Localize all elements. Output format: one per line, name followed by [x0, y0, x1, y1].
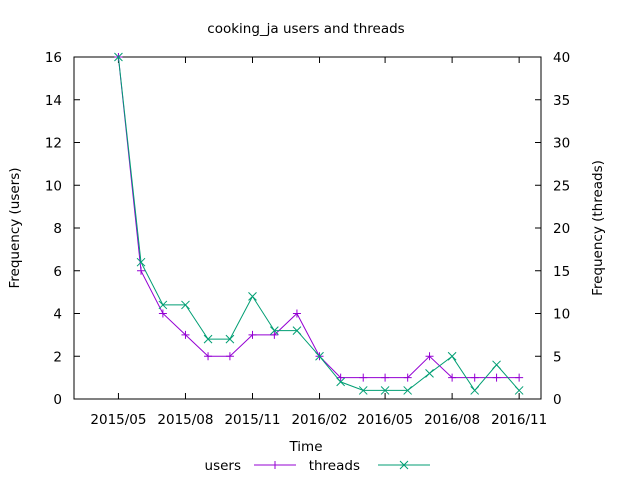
data-point-threads — [225, 334, 235, 344]
y-axis-right: 0 5 10 15 20 25 30 35 40 — [535, 50, 570, 408]
series-layer — [114, 52, 524, 395]
data-point-users — [181, 330, 190, 339]
x-tick-label: 2015/11 — [224, 412, 280, 428]
y2-tick-label: 10 — [553, 307, 570, 323]
x-tick-label: 2016/02 — [291, 412, 347, 428]
plot-border — [73, 56, 542, 400]
data-point-threads — [447, 351, 457, 361]
data-point-threads — [136, 257, 146, 267]
data-point-users — [448, 373, 457, 382]
data-point-users — [470, 373, 479, 382]
data-point-users — [225, 352, 234, 361]
y-tick-label: 4 — [53, 307, 62, 323]
data-point-threads — [492, 360, 501, 370]
y-axis-label: Frequency (users) — [7, 167, 23, 288]
x-axis: 2015/05 2015/08 2015/11 2016/02 2016/05 2016/… — [90, 57, 547, 428]
data-point-threads — [336, 377, 346, 387]
series-users — [114, 53, 524, 382]
y2-tick-label: 0 — [553, 392, 562, 408]
x-tick-label: 2015/05 — [90, 412, 146, 428]
data-point-threads — [315, 351, 324, 361]
y2-tick-label: 15 — [553, 264, 570, 280]
y2-tick-label: 35 — [553, 93, 570, 109]
y-tick-label: 6 — [53, 264, 62, 280]
y2-tick-label: 40 — [553, 50, 570, 66]
series-threads — [114, 52, 524, 395]
y-axis-left: 0 2 4 6 8 10 12 14 16 — [45, 50, 80, 408]
data-point-users — [137, 266, 146, 275]
y2-tick-label: 5 — [553, 349, 562, 365]
y-tick-label: 16 — [45, 50, 62, 66]
data-point-threads — [114, 52, 123, 62]
y2-tick-label: 30 — [553, 136, 570, 152]
y-tick-label: 12 — [45, 136, 62, 152]
data-point-users — [248, 330, 257, 339]
data-point-users — [204, 352, 213, 361]
x-tick-label: 2016/11 — [491, 412, 547, 428]
data-point-threads — [269, 326, 279, 335]
x-tick-label: 2015/08 — [157, 412, 213, 428]
x-tick-label: 2016/08 — [424, 412, 480, 428]
series-line-users — [117, 56, 520, 379]
data-point-threads — [158, 300, 168, 310]
y-tick-label: 8 — [53, 221, 62, 237]
data-point-users — [292, 309, 301, 318]
data-point-users — [158, 309, 167, 318]
legend-marker-threads — [399, 460, 409, 470]
x-tick-label: 2016/05 — [357, 412, 413, 428]
data-point-users — [381, 373, 390, 382]
data-point-users — [403, 373, 412, 382]
legend-marker-users — [271, 461, 279, 469]
legend-label-threads: threads — [309, 458, 360, 474]
data-point-users — [425, 352, 434, 361]
data-point-users — [515, 373, 524, 382]
series-line-threads — [117, 56, 520, 392]
y2-axis-label: Frequency (threads) — [590, 160, 606, 296]
y-tick-label: 2 — [53, 349, 62, 365]
data-point-threads — [470, 386, 480, 395]
y2-tick-label: 25 — [553, 178, 570, 194]
chart-title: cooking_ja users and threads — [207, 21, 404, 37]
data-point-threads — [514, 386, 524, 395]
data-point-users — [359, 373, 368, 382]
y2-tick-label: 20 — [553, 221, 570, 237]
data-point-threads — [181, 300, 190, 310]
data-point-threads — [425, 368, 434, 378]
data-point-users — [270, 330, 279, 339]
legend-label-users: users — [205, 458, 241, 474]
y-tick-label: 14 — [45, 93, 62, 109]
data-point-threads — [203, 334, 213, 344]
y-tick-label: 0 — [53, 392, 62, 408]
legend: users threads — [205, 458, 430, 474]
data-point-threads — [380, 386, 390, 395]
x-axis-label: Time — [288, 439, 322, 455]
data-point-threads — [358, 386, 368, 395]
plot-frame — [73, 56, 542, 400]
data-point-users — [492, 373, 501, 382]
y-tick-label: 10 — [45, 178, 62, 194]
data-point-users — [336, 373, 345, 382]
data-point-threads — [292, 326, 302, 335]
data-point-threads — [403, 386, 413, 395]
data-point-threads — [248, 292, 257, 301]
